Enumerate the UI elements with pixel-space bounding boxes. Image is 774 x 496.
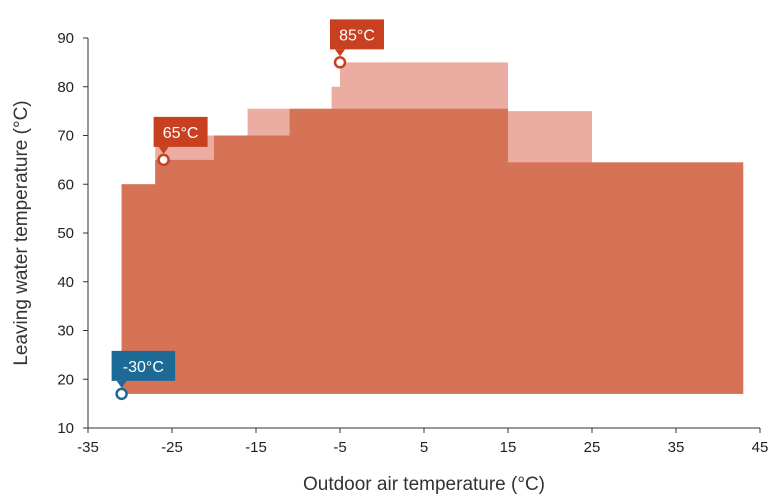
y-tick-label: 80: [57, 79, 74, 96]
y-axis-ticks: 10 20 30 40 50 60 70 80 90: [57, 30, 88, 437]
callout-pointer: [335, 49, 345, 57]
x-axis-title: Outdoor air temperature (°C): [303, 474, 545, 495]
x-tick-label: -35: [77, 439, 99, 456]
callout-marker: [333, 56, 347, 69]
chart-areas: [121, 62, 744, 394]
y-tick-label: 60: [57, 176, 74, 193]
y-axis-title: Leaving water temperature (°C): [11, 100, 32, 365]
y-tick-label: 30: [57, 323, 74, 340]
y-tick-label: 40: [57, 274, 74, 291]
callout: 85°C: [330, 19, 384, 69]
y-tick-label: 90: [57, 30, 74, 47]
x-tick-label: 45: [752, 439, 769, 456]
callout-label: -30°C: [123, 359, 164, 376]
callout-pointer: [158, 146, 169, 154]
x-axis-ticks: -35 -25 -15 -5 5 15 25 35 45: [77, 428, 768, 456]
chart-callouts: -30°C 65°C 85°C: [111, 19, 384, 401]
callout-pointer: [116, 380, 127, 388]
x-tick-label: -25: [161, 439, 183, 456]
area-base: [121, 108, 744, 394]
callout: 65°C: [153, 116, 208, 167]
x-tick-label: 5: [420, 439, 428, 456]
callout-box: [153, 116, 208, 147]
y-tick-label: 70: [57, 128, 74, 145]
y-tick-label: 10: [57, 420, 74, 437]
x-tick-label: 35: [668, 439, 685, 456]
callout-box: [111, 350, 176, 381]
x-tick-label: -5: [333, 439, 346, 456]
y-tick-label: 50: [57, 225, 74, 242]
x-tick-label: -15: [245, 439, 267, 456]
callout-label: 85°C: [339, 27, 375, 44]
callout: -30°C: [111, 350, 176, 401]
y-tick-label: 20: [57, 371, 74, 388]
callout-marker: [115, 387, 128, 401]
callout-marker: [157, 153, 170, 167]
callout-label: 65°C: [163, 125, 199, 142]
x-tick-label: 15: [500, 439, 517, 456]
x-tick-label: 25: [584, 439, 601, 456]
callout-box: [330, 19, 384, 50]
